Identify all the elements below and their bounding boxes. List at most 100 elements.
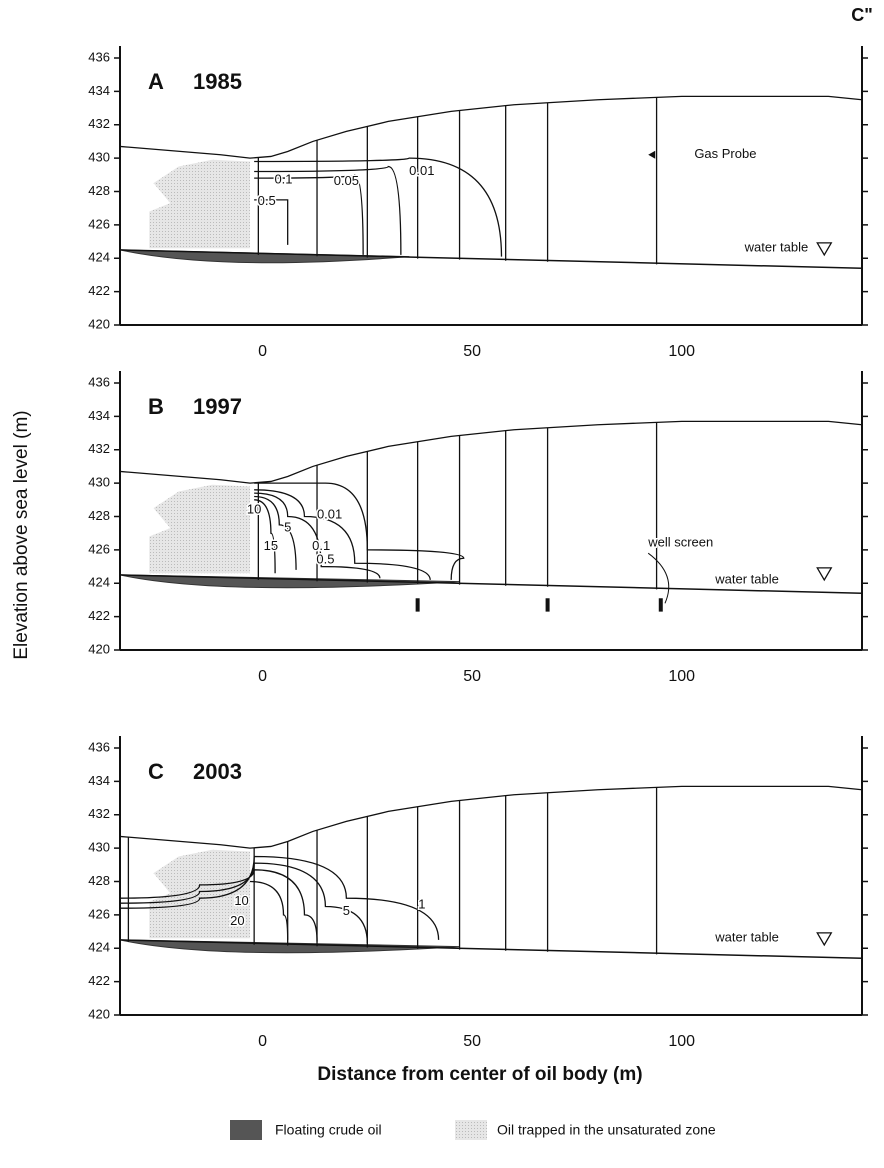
x-tick-label: 100 (668, 668, 695, 685)
x-tick-label: 50 (463, 1033, 481, 1050)
panel-year: 1997 (193, 394, 242, 419)
trapped-oil (149, 484, 250, 574)
contour (254, 495, 297, 570)
x-axis-label: Distance from center of oil body (m) (317, 1064, 642, 1085)
y-tick-label: 428 (88, 873, 110, 888)
y-tick-label: 428 (88, 183, 110, 198)
y-tick-label: 428 (88, 508, 110, 523)
y-tick-label: 434 (88, 83, 110, 98)
annotation: 10 (234, 893, 248, 908)
x-tick-label: 50 (463, 343, 481, 360)
panel-year: 1985 (193, 69, 242, 94)
annotation: 0.05 (334, 173, 359, 188)
legend-swatch (455, 1120, 487, 1140)
floating-oil (119, 574, 460, 589)
screen-arrow (647, 552, 670, 604)
y-tick-label: 420 (88, 316, 110, 331)
contour (254, 174, 364, 255)
annotation: well screen (647, 535, 713, 550)
annotation: 15 (264, 538, 278, 553)
contour (119, 855, 440, 940)
y-tick-label: 424 (88, 250, 110, 265)
water-table-symbol (816, 932, 833, 947)
water-table-symbol (816, 242, 833, 257)
x-tick-label: 100 (668, 343, 695, 360)
contour (254, 199, 289, 245)
y-tick-label: 426 (88, 541, 110, 556)
y-tick-label: 436 (88, 374, 110, 389)
y-tick-label: 426 (88, 216, 110, 231)
x-tick-label: 50 (463, 668, 481, 685)
annotation: 5 (343, 903, 350, 918)
annotation: 0.5 (258, 193, 276, 208)
annotation: Gas Probe (694, 146, 756, 161)
y-tick-label: 436 (88, 739, 110, 754)
x-tick-label: 0 (258, 668, 267, 685)
y-tick-label: 432 (88, 806, 110, 821)
ground-surface (119, 420, 863, 484)
trapped-oil (149, 159, 250, 249)
panel-year: 2003 (193, 759, 242, 784)
probe-arrow (648, 150, 656, 159)
x-tick-label: 0 (258, 343, 267, 360)
annotation: water table (714, 571, 779, 586)
y-tick-label: 424 (88, 940, 110, 955)
annotation: 20 (230, 913, 244, 928)
water-table-symbol (816, 567, 833, 582)
y-tick-label: 432 (88, 441, 110, 456)
annotation: 0.1 (274, 171, 292, 186)
contour (254, 499, 276, 574)
well-screen (658, 598, 663, 612)
y-tick-label: 432 (88, 116, 110, 131)
contour (254, 492, 381, 579)
water-table (119, 939, 863, 960)
annotation: 0.5 (316, 551, 334, 566)
annotation: 5 (284, 520, 291, 535)
y-tick-label: 424 (88, 575, 110, 590)
panel-label: B (148, 394, 164, 419)
panel-label: C (148, 759, 164, 784)
corner-label: C" (851, 5, 873, 25)
contour (249, 880, 289, 940)
legend-label: Floating crude oil (275, 1122, 382, 1138)
floating-oil (119, 249, 410, 264)
well-screen (415, 598, 420, 612)
annotation: 1 (418, 896, 425, 911)
contour (254, 165, 402, 255)
annotation: 0.1 (312, 538, 330, 553)
legend-label: Oil trapped in the unsaturated zone (497, 1122, 716, 1138)
legend-swatch (230, 1120, 262, 1140)
y-tick-label: 430 (88, 840, 110, 855)
contour (119, 869, 318, 942)
water-table (119, 574, 863, 595)
water-table (119, 249, 863, 270)
y-tick-label: 430 (88, 150, 110, 165)
y-tick-label: 436 (88, 49, 110, 64)
annotation: water table (714, 930, 779, 945)
y-tick-label: 420 (88, 641, 110, 656)
x-tick-label: 100 (668, 1033, 695, 1050)
annotation: 10 (247, 501, 261, 516)
trapped-oil (149, 849, 250, 939)
y-tick-label: 422 (88, 973, 110, 988)
y-axis-label: Elevation above sea level (m) (11, 410, 32, 659)
y-tick-label: 420 (88, 1006, 110, 1021)
panel-label: A (148, 69, 164, 94)
well-screen (545, 598, 550, 612)
y-tick-label: 422 (88, 283, 110, 298)
ground-surface (119, 95, 863, 159)
y-tick-label: 430 (88, 475, 110, 490)
x-tick-label: 0 (258, 1033, 267, 1050)
y-tick-label: 434 (88, 773, 110, 788)
y-tick-label: 434 (88, 408, 110, 423)
y-tick-label: 426 (88, 906, 110, 921)
contour (254, 482, 465, 580)
annotation: 0.01 (409, 163, 434, 178)
contour (254, 157, 503, 257)
ground-surface (119, 785, 863, 849)
annotation: 0.01 (317, 506, 342, 521)
contour (119, 862, 368, 944)
floating-oil (119, 939, 460, 954)
